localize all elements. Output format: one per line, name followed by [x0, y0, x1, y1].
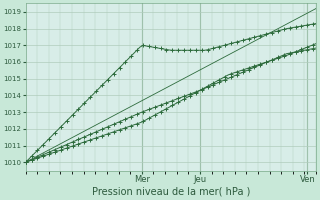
X-axis label: Pression niveau de la mer( hPa ): Pression niveau de la mer( hPa )	[92, 187, 250, 197]
